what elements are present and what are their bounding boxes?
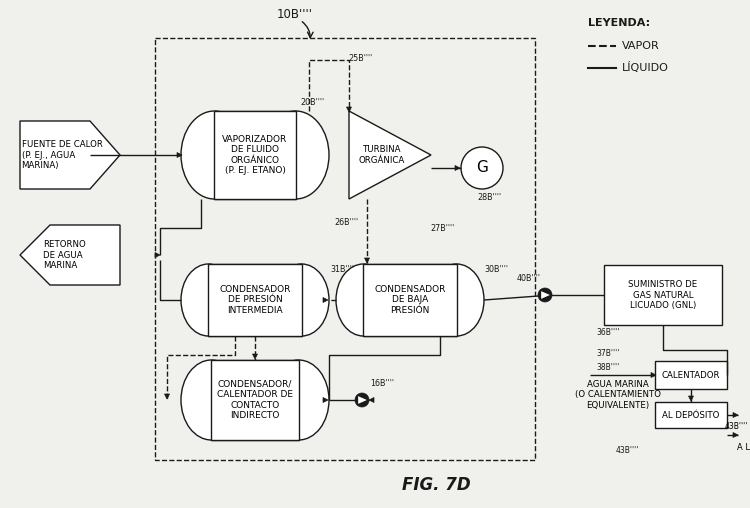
Text: 30B'''': 30B'''': [484, 265, 508, 274]
Text: 43B'''': 43B'''': [725, 422, 748, 431]
Ellipse shape: [268, 360, 329, 440]
Polygon shape: [323, 397, 328, 402]
Bar: [655, 402, 727, 428]
Text: A LA TUBERÍA: A LA TUBERÍA: [737, 443, 750, 452]
Bar: [214, 111, 296, 199]
Text: 16B'''': 16B'''': [370, 379, 394, 388]
Bar: [363, 264, 457, 336]
Ellipse shape: [181, 360, 242, 440]
Bar: [604, 265, 722, 325]
Text: 27B'''': 27B'''': [430, 224, 454, 233]
Polygon shape: [455, 166, 460, 171]
Bar: [155, 38, 535, 460]
Text: TURBINA
ORGÁNICA: TURBINA ORGÁNICA: [358, 145, 405, 165]
Circle shape: [355, 393, 369, 407]
Polygon shape: [651, 372, 656, 377]
Text: G: G: [476, 161, 488, 175]
Bar: [363, 264, 457, 336]
Polygon shape: [733, 412, 738, 418]
Ellipse shape: [181, 111, 248, 199]
Polygon shape: [164, 394, 170, 399]
Polygon shape: [542, 291, 550, 299]
Circle shape: [538, 288, 552, 302]
Ellipse shape: [181, 264, 236, 336]
Text: FIG. 7D: FIG. 7D: [402, 476, 470, 494]
Polygon shape: [253, 354, 257, 359]
Text: SUMINISTRO DE
GAS NATURAL
LICUADO (GNL): SUMINISTRO DE GAS NATURAL LICUADO (GNL): [628, 280, 698, 310]
Text: 40B'''': 40B'''': [517, 274, 541, 283]
Polygon shape: [323, 298, 328, 302]
Bar: [363, 264, 457, 336]
Bar: [214, 111, 296, 199]
Text: CONDENSADOR
DE PRESIÓN
INTERMEDIA: CONDENSADOR DE PRESIÓN INTERMEDIA: [219, 285, 291, 315]
Text: AL DEPÓSITO: AL DEPÓSITO: [662, 410, 720, 420]
Bar: [209, 264, 302, 336]
Text: RETORNO
DE AGUA
MARINA: RETORNO DE AGUA MARINA: [43, 240, 86, 270]
Polygon shape: [20, 225, 120, 285]
Polygon shape: [155, 252, 160, 258]
Text: LEYENDA:: LEYENDA:: [588, 18, 650, 28]
Text: AGUA MARINA
(O CALENTAMIENTO
EQUIVALENTE): AGUA MARINA (O CALENTAMIENTO EQUIVALENTE…: [575, 380, 661, 410]
Bar: [655, 361, 727, 389]
Ellipse shape: [262, 111, 329, 199]
Text: VAPORIZADOR
DE FLUIDO
ORGÁNICO
(P. EJ. ETANO): VAPORIZADOR DE FLUIDO ORGÁNICO (P. EJ. E…: [222, 135, 288, 175]
Polygon shape: [358, 396, 367, 404]
Text: 25B'''': 25B'''': [348, 54, 372, 63]
Text: 36B'''': 36B'''': [596, 328, 619, 337]
Polygon shape: [369, 397, 374, 402]
Text: 37B'''': 37B'''': [596, 349, 619, 358]
Text: 43B'''': 43B'''': [616, 446, 639, 455]
Text: 38B'''': 38B'''': [596, 363, 619, 372]
Text: CONDENSADOR/
CALENTADOR DE
CONTACTO
INDIRECTO: CONDENSADOR/ CALENTADOR DE CONTACTO INDI…: [217, 380, 293, 420]
Text: FUENTE DE CALOR
(P. EJ., AGUA
MARINA): FUENTE DE CALOR (P. EJ., AGUA MARINA): [22, 140, 103, 170]
Circle shape: [461, 147, 503, 189]
Text: LÍQUIDO: LÍQUIDO: [622, 62, 669, 74]
Text: 31B'''': 31B'''': [330, 265, 354, 274]
Bar: [211, 360, 298, 440]
Bar: [209, 264, 302, 336]
Polygon shape: [349, 111, 431, 199]
Bar: [209, 264, 302, 336]
Bar: [211, 360, 298, 440]
Polygon shape: [364, 258, 370, 263]
Polygon shape: [20, 121, 120, 189]
Bar: [211, 360, 298, 440]
Text: VAPOR: VAPOR: [622, 41, 660, 51]
Polygon shape: [177, 152, 182, 157]
Polygon shape: [346, 107, 352, 112]
Text: CALENTADOR: CALENTADOR: [662, 370, 720, 379]
Text: 26B'''': 26B'''': [334, 218, 358, 227]
Ellipse shape: [429, 264, 484, 336]
Text: 28B'''': 28B'''': [477, 193, 501, 202]
Text: 10B'''': 10B'''': [277, 8, 313, 21]
Ellipse shape: [274, 264, 329, 336]
Text: CONDENSADOR
DE BAJA
PRESIÓN: CONDENSADOR DE BAJA PRESIÓN: [374, 285, 446, 315]
Bar: [214, 111, 296, 199]
Polygon shape: [733, 432, 738, 437]
Ellipse shape: [336, 264, 391, 336]
Polygon shape: [688, 396, 694, 401]
Polygon shape: [538, 293, 543, 298]
Text: 20B'''': 20B'''': [300, 98, 324, 107]
